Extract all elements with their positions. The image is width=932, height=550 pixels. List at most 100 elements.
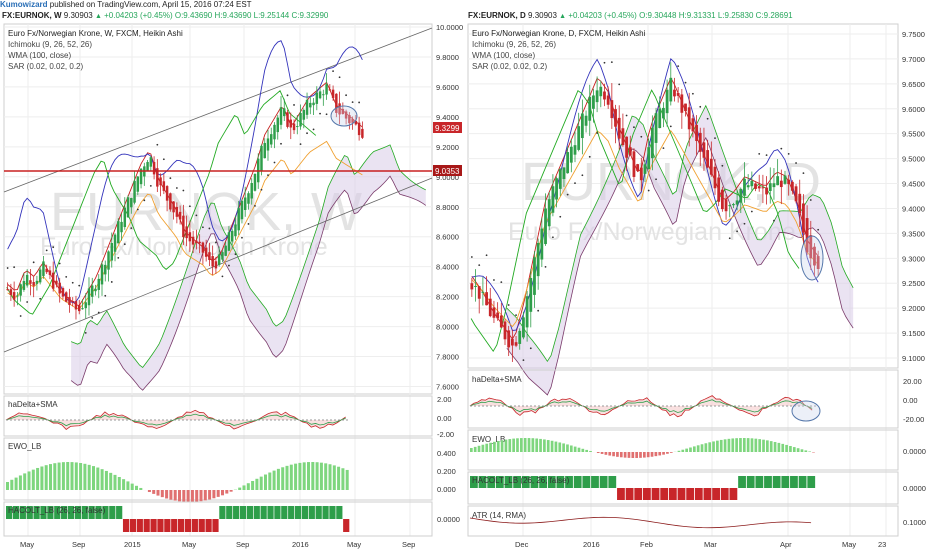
right-ewo-bar	[762, 439, 765, 452]
left-price-badge-2-text: 9.0353	[435, 167, 460, 176]
left-hacolt-block	[212, 519, 219, 532]
right-sub-axes: 20.00 0.00 -20.00 0.0000 0.0000 0.1000	[903, 377, 926, 527]
right-ewo-bar	[646, 452, 650, 458]
candle-body	[335, 93, 338, 113]
left-hacolt-block	[109, 506, 116, 519]
sar-dot	[603, 61, 606, 64]
left-sar-dots	[6, 70, 361, 334]
candle-body	[499, 315, 503, 328]
right-ewo-bar	[658, 452, 662, 456]
left-indicator-ichimoku[interactable]: Ichimoku (9, 26, 52, 26)	[8, 40, 92, 49]
candle-body	[191, 236, 195, 245]
left-ewo-bar	[104, 470, 108, 490]
candle-body	[551, 186, 555, 213]
candle-body	[647, 147, 651, 170]
sar-dot	[97, 311, 100, 314]
right-ewo-bar	[808, 451, 812, 452]
sar-dot	[507, 304, 510, 306]
sar-dot	[143, 199, 146, 202]
left-ichimoku-cloud	[70, 144, 427, 391]
right-ewo-bar	[546, 440, 550, 452]
right-indicator-sar[interactable]: SAR (0.02, 0.02, 0.2)	[472, 62, 547, 71]
sub-axis-label: 0.0000	[437, 515, 460, 524]
right-atr-title[interactable]: ATR (14, RMA)	[472, 511, 526, 520]
left-ewo-title[interactable]: EWO_LB	[8, 442, 41, 451]
left-ewo-pane	[3, 437, 433, 501]
y-tick-label: 8.4000	[436, 263, 459, 272]
left-hacolt-block	[267, 506, 274, 519]
right-hacolt-block	[487, 476, 496, 488]
candle-body	[325, 84, 328, 95]
left-hadelta-title[interactable]: haDelta+SMA	[8, 400, 58, 409]
left-hacolt-block	[47, 506, 54, 519]
candle-body	[540, 228, 544, 260]
right-symbol-line: FX:EURNOK, D 9.30903 ▲ +0.04203 (+0.45%)…	[468, 11, 793, 22]
candle-body	[45, 268, 48, 273]
left-hacolt-title[interactable]: HACOLT_LB (26, 26, false)	[8, 506, 106, 515]
candle-body	[338, 103, 341, 115]
right-indicator-wma[interactable]: WMA (100, close)	[472, 51, 535, 60]
candle-body	[172, 201, 175, 213]
candle-body	[48, 270, 52, 275]
right-ewo-bar	[554, 441, 558, 452]
right-ewo-bar	[700, 444, 704, 452]
left-high: H:9.43690	[214, 11, 252, 20]
candle-body	[165, 186, 169, 201]
right-hadelta-plot	[469, 395, 816, 418]
candle-body	[51, 272, 55, 289]
left-close: C:9.32990	[291, 11, 329, 20]
sar-dot	[136, 208, 139, 211]
left-hacolt-block	[88, 506, 95, 519]
candle-body	[577, 126, 581, 150]
right-hadelta-title[interactable]: haDelta+SMA	[472, 375, 522, 384]
author-link[interactable]: Kumowizard	[0, 0, 48, 9]
left-ewo-bar	[238, 487, 242, 490]
right-indicator-ichimoku[interactable]: Ichimoku (9, 26, 52, 26)	[472, 40, 556, 49]
left-indicator-sar[interactable]: SAR (0.02, 0.02, 0.2)	[8, 62, 83, 71]
candle-body	[188, 232, 192, 242]
candle-body	[120, 221, 123, 233]
left-ewo-bar	[109, 472, 113, 490]
right-ewo-bar	[796, 448, 800, 452]
right-ewo-bar	[573, 446, 577, 452]
right-symbol[interactable]: FX:EURNOK, D	[468, 11, 526, 20]
right-hacolt-block	[798, 476, 807, 488]
sar-dot	[551, 236, 554, 239]
left-ewo-bar	[156, 490, 160, 496]
left-ewo-bar	[182, 490, 186, 502]
candle-body	[211, 256, 214, 267]
candle-body	[156, 168, 159, 187]
right-ewo-bar	[558, 442, 562, 452]
left-ewo-bar	[36, 467, 40, 490]
y-tick-label: 9.2000	[902, 304, 925, 313]
right-ewo-bar	[473, 446, 477, 452]
right-hacolt-title[interactable]: HACOLT_LB (26, 26, false)	[472, 476, 570, 485]
left-symbol[interactable]: FX:EURNOK, W	[2, 11, 62, 20]
left-ewo-bar	[216, 490, 220, 497]
candle-body	[684, 103, 687, 112]
right-hacolt-block	[470, 476, 478, 488]
sub-axis-label: 0.200	[437, 467, 456, 476]
candle-body	[783, 175, 787, 184]
candle-body	[529, 278, 533, 312]
candle-body	[87, 288, 91, 306]
right-hacolt-block	[764, 476, 772, 488]
right-ewo-bar	[493, 441, 496, 452]
candle-body	[562, 167, 566, 179]
right-daily-chart[interactable]: EURNOK, D Euro Fx/Norwegian Krone 9.7500…	[466, 22, 932, 550]
candle-body	[61, 288, 65, 297]
candle-body	[344, 111, 348, 119]
candle-body	[673, 89, 676, 97]
right-hacolt-blocks	[470, 476, 816, 500]
left-indicator-wma[interactable]: WMA (100, close)	[8, 51, 71, 60]
candle-body	[91, 285, 94, 297]
right-hacolt-block	[539, 476, 547, 488]
left-ewo-bar	[259, 476, 263, 490]
right-ewo-title[interactable]: EWO_LB	[472, 435, 505, 444]
left-ewo-bar	[139, 487, 143, 490]
right-ewo-bar	[500, 440, 504, 452]
sar-dot	[728, 237, 731, 240]
y-tick-label: 9.7000	[902, 55, 925, 64]
y-tick-label: 9.5000	[902, 155, 925, 164]
left-weekly-chart[interactable]: EURNOK, W Euro Fx/Norwegian Krone 10.000…	[0, 22, 466, 550]
